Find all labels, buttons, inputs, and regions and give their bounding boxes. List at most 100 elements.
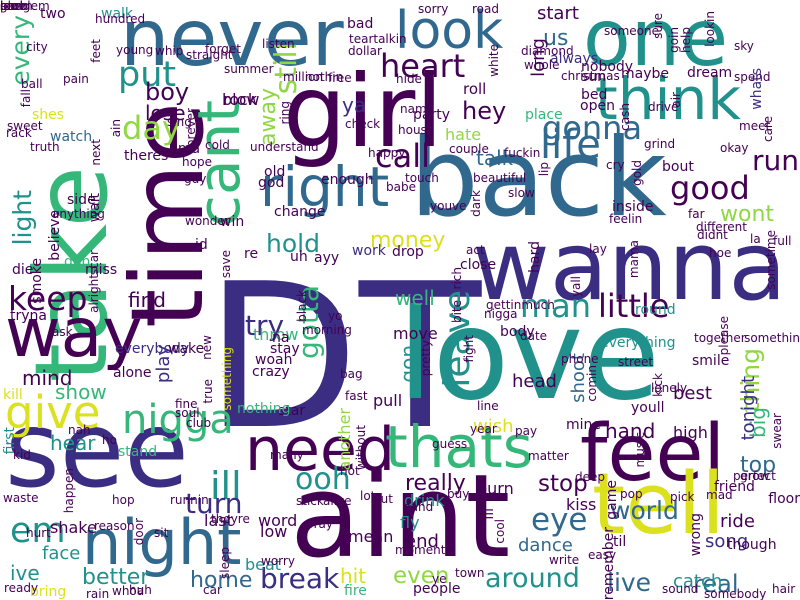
word-act: act bbox=[466, 243, 485, 257]
word-look: look bbox=[395, 1, 504, 61]
word-full: full bbox=[773, 234, 792, 248]
word-right: right bbox=[260, 155, 390, 219]
word-work: work bbox=[352, 243, 386, 259]
word-phone: phone bbox=[561, 352, 599, 366]
word-hit: hit bbox=[340, 564, 367, 588]
word-bout: bout bbox=[662, 159, 694, 175]
word-touch: touch bbox=[405, 171, 439, 185]
word-ima: ima bbox=[174, 141, 201, 157]
word-home: home bbox=[190, 568, 253, 593]
word-problem: problem bbox=[0, 0, 50, 13]
word-cut: cut bbox=[374, 492, 393, 506]
word-okay: okay bbox=[720, 141, 749, 155]
word-catch: catch bbox=[673, 571, 723, 592]
word-grind: grind bbox=[644, 137, 676, 151]
word-pray: pray bbox=[306, 517, 334, 531]
word-black: black bbox=[295, 290, 309, 322]
word-swear: swear bbox=[770, 413, 784, 449]
word-someone: someone bbox=[604, 24, 659, 38]
word-song: song bbox=[705, 531, 749, 552]
word-alone: alone bbox=[113, 365, 152, 381]
word-ayy: ayy bbox=[314, 250, 340, 266]
word-hate: hate bbox=[445, 125, 482, 144]
word-spend: spend bbox=[734, 70, 771, 84]
word-bad: bad bbox=[347, 16, 374, 32]
word-think: think bbox=[595, 65, 741, 133]
word-id: id bbox=[195, 237, 208, 253]
word-last: last bbox=[204, 511, 233, 530]
word-feel: feel bbox=[580, 409, 726, 499]
word-watch: watch bbox=[50, 129, 93, 145]
word-together: together bbox=[694, 331, 746, 345]
word-sure: sure bbox=[651, 13, 665, 39]
word-pop: pop bbox=[620, 487, 643, 501]
word-people: people bbox=[413, 581, 461, 597]
word-stay: stay bbox=[270, 341, 300, 357]
word-lord: lord bbox=[0, 0, 24, 13]
word-wish: wish bbox=[473, 416, 514, 437]
word-ya: ya bbox=[342, 93, 367, 117]
word-sorry: sorry bbox=[418, 2, 449, 16]
word-break: break bbox=[260, 562, 340, 595]
word-town: town bbox=[455, 566, 485, 580]
word-lay: lay bbox=[589, 242, 607, 256]
word-worry: worry bbox=[261, 554, 295, 568]
word-huh: huh bbox=[129, 583, 152, 597]
word-rock: rock bbox=[223, 90, 258, 109]
word-sweet: sweet bbox=[7, 119, 43, 133]
word-white: white bbox=[487, 44, 501, 77]
word-gettinmuch: gettinmuch bbox=[486, 298, 555, 312]
word-ain: ain bbox=[109, 119, 123, 138]
word-check: check bbox=[345, 117, 381, 131]
word-kill: kill bbox=[3, 387, 23, 403]
word-dream: dream bbox=[687, 65, 733, 81]
word-open: open bbox=[580, 98, 615, 114]
word-whole: whole bbox=[524, 58, 560, 72]
word-dark: dark bbox=[469, 190, 483, 217]
word-around: around bbox=[485, 563, 580, 594]
word-back: back bbox=[410, 116, 667, 241]
word-world: world bbox=[610, 496, 679, 525]
word-ye: ye bbox=[432, 572, 447, 586]
word-hot: hot bbox=[340, 464, 360, 478]
word-call: call bbox=[375, 137, 430, 175]
word-date: date bbox=[520, 329, 548, 343]
word-hundred: hundred bbox=[95, 12, 146, 26]
word-ask: ask bbox=[52, 325, 73, 339]
word-woah: woah bbox=[255, 352, 293, 368]
word-waste: waste bbox=[3, 491, 39, 505]
word-soul: soul bbox=[175, 406, 200, 420]
word-scar: scar bbox=[87, 250, 101, 276]
word-na: na bbox=[272, 330, 290, 346]
word-next: next bbox=[89, 139, 103, 166]
word-babe: babe bbox=[386, 180, 416, 194]
word-gang: gang bbox=[0, 0, 31, 13]
word-deep: deep bbox=[575, 470, 605, 484]
word-rich: rich bbox=[450, 267, 464, 290]
word-bag: bag bbox=[340, 367, 363, 381]
word-see: see bbox=[5, 389, 189, 511]
word-hop: hop bbox=[112, 493, 135, 507]
word-bed: bed bbox=[581, 87, 608, 103]
word-round: round bbox=[635, 302, 676, 318]
word-hide: hide bbox=[396, 72, 422, 86]
word-mama: mama bbox=[627, 240, 641, 279]
word-even: even bbox=[393, 563, 450, 589]
word-walk: walk bbox=[101, 6, 134, 22]
word-night: night bbox=[82, 506, 242, 579]
word-diamond: diamond bbox=[521, 44, 574, 58]
word-fuckin: fuckin bbox=[504, 146, 541, 160]
word-don: don bbox=[64, 254, 91, 270]
word-ready: ready bbox=[4, 581, 39, 595]
word-party: party bbox=[413, 107, 450, 123]
word-word: word bbox=[258, 511, 298, 530]
word-another: another bbox=[335, 408, 354, 471]
word-door: door bbox=[132, 518, 146, 546]
word-bite: bite bbox=[450, 300, 464, 324]
word-fast: fast bbox=[345, 389, 368, 403]
word-club: club bbox=[186, 416, 212, 430]
word-til: til bbox=[613, 534, 627, 550]
word-buy: buy bbox=[447, 487, 470, 501]
word-save: save bbox=[219, 250, 233, 279]
word-guess: guess bbox=[432, 437, 468, 451]
